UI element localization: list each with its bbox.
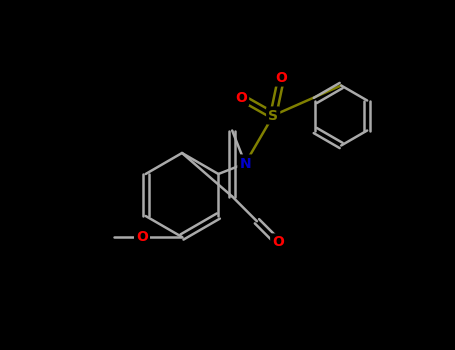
Text: N: N xyxy=(239,156,251,170)
Text: O: O xyxy=(136,230,148,244)
Text: O: O xyxy=(275,70,287,84)
Text: O: O xyxy=(272,236,284,250)
Text: S: S xyxy=(268,108,278,122)
Text: O: O xyxy=(235,91,247,105)
